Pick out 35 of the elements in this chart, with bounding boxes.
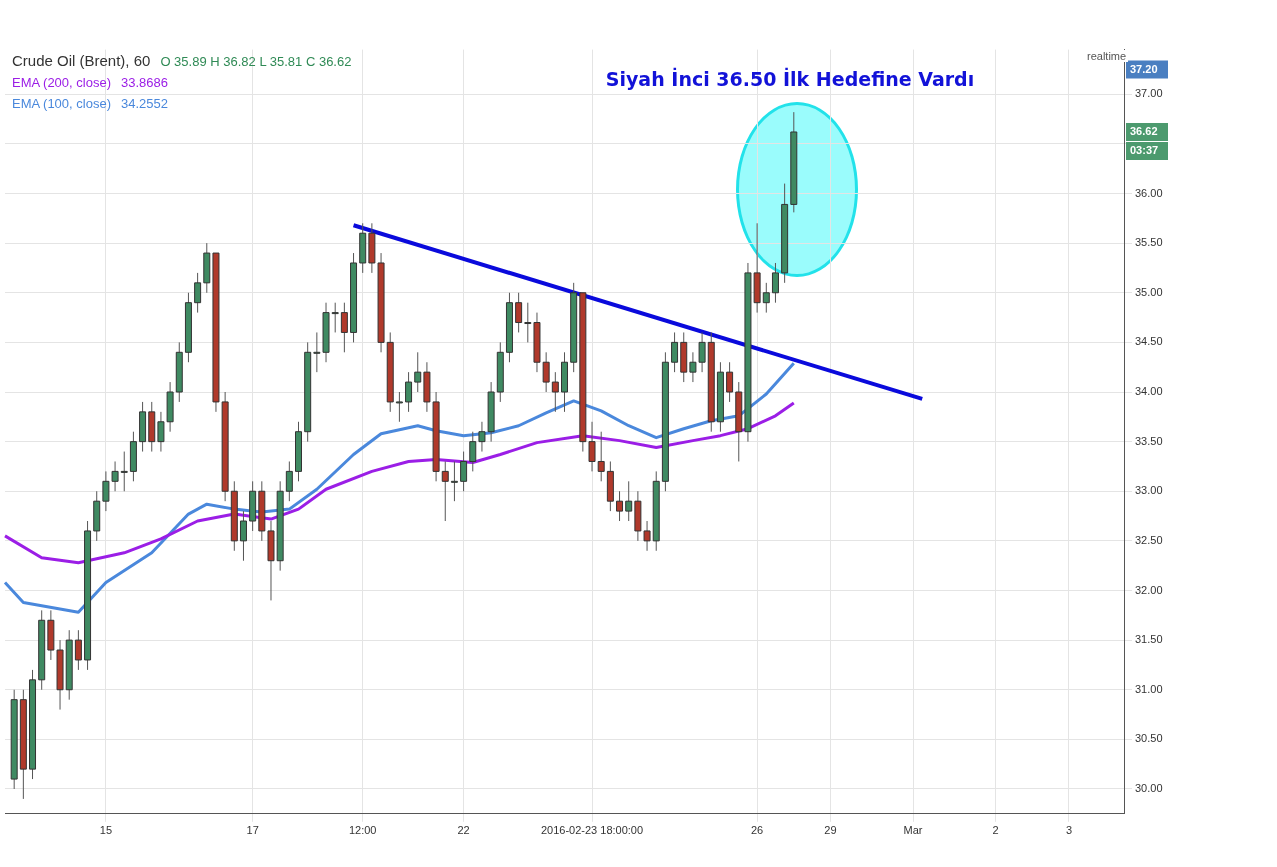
x-tick-label: 29 — [824, 824, 837, 837]
y-tick-label: 32.00 — [1135, 583, 1163, 596]
x-tick-label: 3 — [1065, 824, 1073, 837]
text: EMA (100, close) — [12, 96, 111, 111]
chart-subtitle: Crude Oil (Brent), 60 — [12, 52, 151, 69]
y-tick-label: 35.50 — [1135, 236, 1163, 249]
x-tick-label: 15 — [99, 824, 113, 837]
text: 37.20 — [1130, 62, 1158, 75]
y-tick-label: 31.00 — [1135, 682, 1163, 695]
y-tick-label: 34.50 — [1135, 335, 1163, 348]
y-tick-label: 33.00 — [1135, 484, 1163, 497]
annotation: O 35.89 H 36.82 L 35.81 C 36.62 — [160, 54, 352, 69]
x-tick-label: 26 — [750, 824, 764, 837]
y-tick-label: 36.00 — [1135, 186, 1163, 199]
y-tick-label: 34.00 — [1135, 385, 1163, 398]
text: EMA (200, close) — [12, 75, 111, 90]
y-tick-label: 30.00 — [1135, 782, 1163, 795]
text: 03:37 — [1130, 144, 1159, 157]
y-tick-label: 31.50 — [1135, 633, 1163, 646]
text: 36.62 — [1130, 125, 1158, 138]
text: Siyah İnci 36.50 İlk Hedefine Vardı — [604, 68, 976, 90]
x-tick-label: Mar — [903, 824, 923, 837]
y-tick-label: 30.50 — [1135, 732, 1163, 745]
annotation: 33.8686 — [121, 75, 168, 90]
x-tick-label: 17 — [246, 824, 259, 837]
x-tick-label: 2 — [992, 824, 999, 837]
x-tick-label: 12:00 — [348, 824, 377, 837]
y-tick-label: 37.00 — [1135, 87, 1163, 100]
y-tick-label: 33.50 — [1135, 434, 1163, 447]
annotation: realtime — [1085, 50, 1129, 62]
annotation: 34.2552 — [121, 96, 168, 111]
y-tick-label: 35.00 — [1135, 285, 1163, 298]
x-tick-label: 2016-02-23 18:00:00 — [540, 824, 644, 837]
y-tick-label: 32.50 — [1135, 533, 1163, 546]
x-tick-label: 22 — [457, 824, 470, 837]
